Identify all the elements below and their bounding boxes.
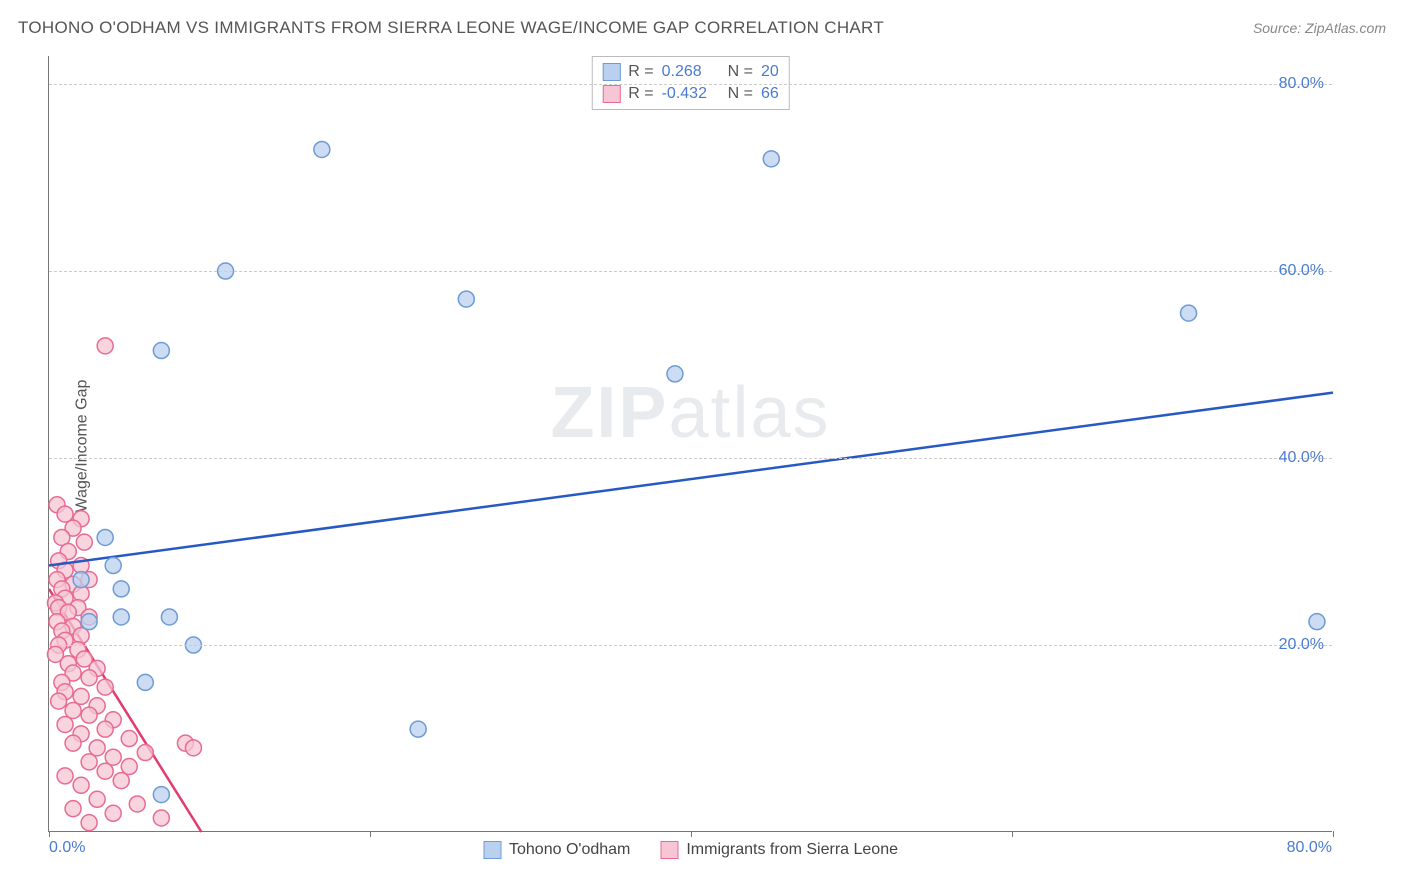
scatter-point: [65, 702, 81, 718]
scatter-point: [113, 773, 129, 789]
scatter-point: [81, 670, 97, 686]
trendline: [49, 393, 1333, 566]
gridline: [49, 645, 1332, 646]
scatter-point: [113, 581, 129, 597]
scatter-point: [185, 740, 201, 756]
scatter-point: [81, 815, 97, 831]
scatter-point: [76, 534, 92, 550]
gridline: [49, 271, 1332, 272]
scatter-point: [137, 745, 153, 761]
scatter-point: [73, 688, 89, 704]
scatter-point: [89, 740, 105, 756]
scatter-point: [97, 679, 113, 695]
scatter-point: [153, 810, 169, 826]
scatter-point: [1181, 305, 1197, 321]
x-tick-mark: [370, 831, 371, 837]
x-tick-mark: [691, 831, 692, 837]
scatter-point: [97, 338, 113, 354]
scatter-point: [81, 754, 97, 770]
source-attribution: Source: ZipAtlas.com: [1253, 20, 1386, 36]
x-tick-mark: [49, 831, 50, 837]
scatter-point: [81, 614, 97, 630]
scatter-point: [51, 693, 67, 709]
scatter-point: [153, 787, 169, 803]
chart-title: TOHONO O'ODHAM VS IMMIGRANTS FROM SIERRA…: [18, 18, 884, 38]
scatter-point: [763, 151, 779, 167]
scatter-point: [161, 609, 177, 625]
x-axis-label: 0.0%: [49, 839, 85, 857]
scatter-point: [113, 609, 129, 625]
y-tick-label: 20.0%: [1279, 636, 1324, 654]
scatter-svg: [49, 56, 1332, 831]
legend-item: Tohono O'odham: [483, 841, 630, 859]
plot-area: ZIPatlas R =0.268N =20R =-0.432N =66 Toh…: [48, 56, 1332, 832]
legend-series-name: Immigrants from Sierra Leone: [686, 841, 898, 859]
scatter-point: [667, 366, 683, 382]
scatter-point: [73, 628, 89, 644]
scatter-point: [57, 506, 73, 522]
legend-item: Immigrants from Sierra Leone: [660, 841, 898, 859]
x-tick-mark: [1012, 831, 1013, 837]
scatter-point: [65, 735, 81, 751]
scatter-point: [81, 707, 97, 723]
legend-swatch: [483, 841, 501, 859]
scatter-point: [1309, 614, 1325, 630]
y-tick-label: 60.0%: [1279, 262, 1324, 280]
scatter-point: [73, 572, 89, 588]
scatter-point: [410, 721, 426, 737]
scatter-point: [129, 796, 145, 812]
y-tick-label: 40.0%: [1279, 449, 1324, 467]
gridline: [49, 458, 1332, 459]
legend-series-name: Tohono O'odham: [509, 841, 630, 859]
scatter-point: [121, 759, 137, 775]
scatter-point: [105, 558, 121, 574]
y-tick-label: 80.0%: [1279, 75, 1324, 93]
scatter-point: [314, 141, 330, 157]
scatter-point: [97, 721, 113, 737]
scatter-point: [137, 674, 153, 690]
series-legend: Tohono O'odham Immigrants from Sierra Leo…: [483, 841, 898, 859]
legend-swatch: [660, 841, 678, 859]
x-tick-mark: [1333, 831, 1334, 837]
scatter-point: [65, 801, 81, 817]
scatter-point: [73, 777, 89, 793]
scatter-point: [105, 749, 121, 765]
scatter-point: [97, 763, 113, 779]
gridline: [49, 84, 1332, 85]
scatter-point: [89, 791, 105, 807]
scatter-point: [153, 343, 169, 359]
x-axis-label: 80.0%: [1287, 839, 1332, 857]
scatter-point: [458, 291, 474, 307]
scatter-point: [121, 731, 137, 747]
scatter-point: [97, 529, 113, 545]
scatter-point: [57, 716, 73, 732]
scatter-point: [105, 805, 121, 821]
scatter-point: [57, 768, 73, 784]
